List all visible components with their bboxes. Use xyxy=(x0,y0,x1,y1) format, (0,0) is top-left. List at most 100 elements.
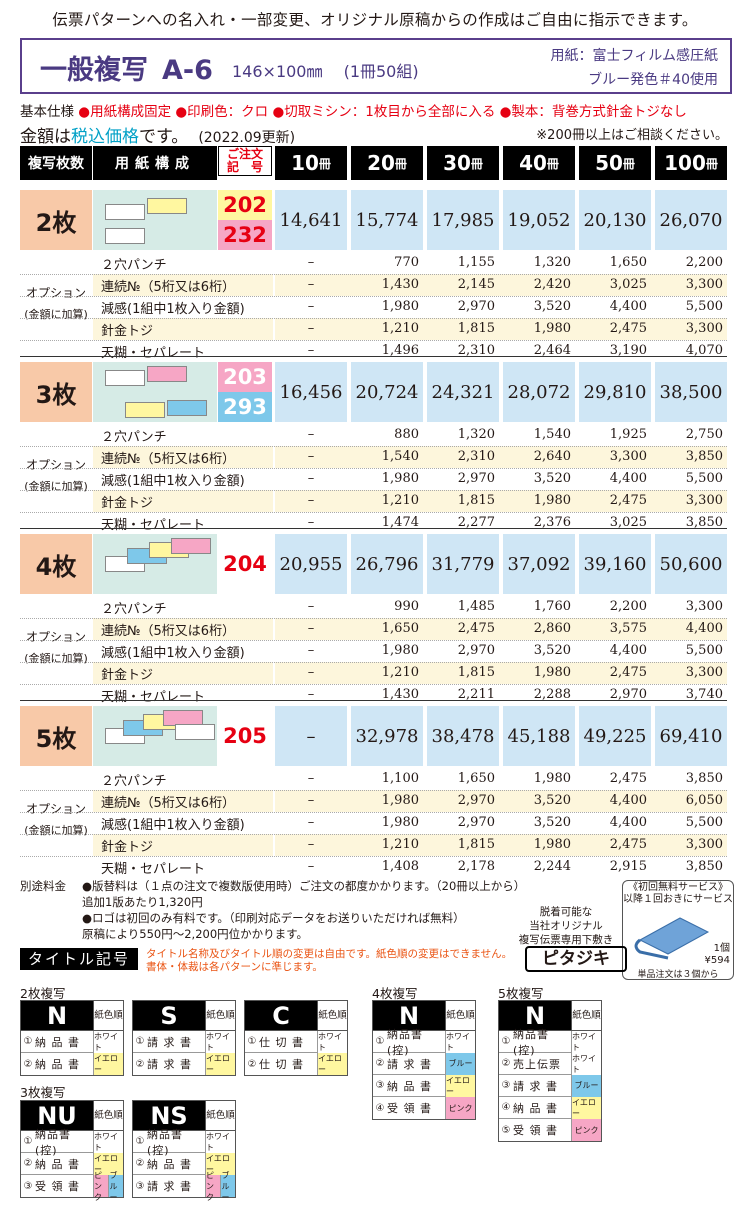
spec-item: ●印刷色：クロ xyxy=(175,104,269,120)
header-qty: 20 冊 xyxy=(351,146,423,180)
title-row-num: ③ xyxy=(501,1080,511,1091)
order-code: 232 xyxy=(218,220,272,250)
title-row-name: 納品書(控) xyxy=(387,1027,423,1057)
header-code-line1: ご注文 xyxy=(226,147,263,161)
option-row: – 1,980 2,970 3,520 4,400 5,500 xyxy=(275,468,727,490)
base-price: 24,321 xyxy=(427,362,499,422)
option-value: 2,475 xyxy=(457,621,495,636)
option-name: 減感(1組中1枚入り金額) xyxy=(101,817,245,833)
color-order-label: 紙色順 xyxy=(205,1101,235,1130)
header-qty-unit: 冊 xyxy=(318,156,331,171)
option-value: 3,520 xyxy=(533,299,571,314)
title-card: N 紙色順 ① 納品書(控) ホワイト ② 売上伝票 ホワイト ③ 請 求 書ブルー ④ 納 品 書イ… xyxy=(498,1000,602,1142)
option-value: 1,650 xyxy=(609,255,647,270)
option-value: 2,420 xyxy=(533,277,571,292)
option-label: オプション (金額に加算) xyxy=(20,626,92,670)
title-card: C 紙色順 ① 仕 切 書ホワイト ② 仕 切 書イエロー xyxy=(244,1000,348,1076)
option-row: – 1,210 1,815 1,980 2,475 3,300 xyxy=(275,490,727,512)
option-value: – xyxy=(307,321,315,336)
option-value: 2,475 xyxy=(609,837,647,852)
header-qty-num: 40 xyxy=(519,151,547,175)
option-name: 針金トジ xyxy=(93,662,273,684)
order-code: 205 xyxy=(218,721,272,751)
option-value: 3,025 xyxy=(609,515,647,530)
option-label-line2: (金額に加算) xyxy=(24,824,88,837)
header-code-line2: 記 号 xyxy=(226,160,263,174)
row-divider xyxy=(20,318,727,319)
option-value: 5,500 xyxy=(685,299,723,314)
title-card-head: N 紙色順 xyxy=(373,1001,475,1031)
price-heading: 金額は税込価格です。 (2022.09更新) xyxy=(20,122,295,147)
title-row-name: 受 領 書 xyxy=(387,1102,432,1115)
order-code: 204 xyxy=(218,549,272,579)
title-row-name: 仕 切 書 xyxy=(259,1058,304,1071)
base-price: 45,188 xyxy=(503,706,575,766)
row-divider xyxy=(20,856,727,857)
header-qty-num: 10 xyxy=(291,151,319,175)
title-letter: N xyxy=(21,1001,93,1030)
paper-color: イエロー xyxy=(205,1053,235,1075)
title-row-num: ① xyxy=(135,1136,145,1147)
option-value: 2,475 xyxy=(609,665,647,680)
option-value: – xyxy=(307,793,315,808)
option-value: 4,070 xyxy=(685,343,723,358)
option-value: 1,408 xyxy=(381,859,419,874)
option-value: – xyxy=(307,255,315,270)
option-value: 3,300 xyxy=(685,277,723,292)
title-row-name: 請 求 書 xyxy=(387,1057,432,1071)
option-value: – xyxy=(307,449,315,464)
header-composition: 用紙構成 xyxy=(93,146,217,180)
desc-line3: 複写伝票専用下敷き xyxy=(518,934,614,946)
extra-fee-line3: ●ロゴは初回のみ有料です。（印刷対応データをお送りいただければ無料） xyxy=(82,911,465,925)
option-row: – 770 1,155 1,320 1,650 2,200 xyxy=(275,252,727,274)
paper-color: ピンク ブルー xyxy=(93,1171,123,1202)
base-price: 20,130 xyxy=(579,190,651,250)
option-value: 1,540 xyxy=(381,449,419,464)
option-value: 2,200 xyxy=(609,599,647,614)
paper-color: ブルー xyxy=(445,1052,475,1075)
color-order-label: 紙色順 xyxy=(571,1001,601,1030)
option-value: 2,640 xyxy=(533,449,571,464)
price-accent: 税込価格 xyxy=(71,127,139,147)
title-row-name: 受 領 書 xyxy=(513,1124,558,1137)
option-label-line2: (金額に加算) xyxy=(24,480,88,493)
order-code-cell: 204 xyxy=(218,534,272,594)
option-label: オプション (金額に加算) xyxy=(20,798,92,842)
option-value: 1,650 xyxy=(381,621,419,636)
order-code-cell: 202 232 xyxy=(218,190,272,250)
title-card-head: N 紙色順 xyxy=(499,1001,601,1031)
row-divider xyxy=(20,662,727,663)
option-name: 減感(1組中1枚入り金額) xyxy=(101,301,245,317)
paper-line-1: 用紙：富士フィルム感圧紙 xyxy=(550,48,718,64)
title-row-num: ② xyxy=(23,1058,33,1070)
paper-color: ホワイト xyxy=(205,1130,235,1153)
page-title: 一般複写 A-6 xyxy=(40,48,213,87)
option-value: 2,475 xyxy=(609,493,647,508)
option-value: – xyxy=(307,665,315,680)
option-value: – xyxy=(307,687,315,702)
option-row: – 1,210 1,815 1,980 2,475 3,300 xyxy=(275,662,727,684)
option-value: 2,145 xyxy=(457,277,495,292)
option-value: 3,850 xyxy=(685,859,723,874)
paper-composition-thumbnail xyxy=(93,534,217,594)
title-note-line2: 書体・体裁は各パターンに準じます。 xyxy=(146,961,323,973)
option-value: 2,475 xyxy=(609,771,647,786)
paper-color-a: ピンク xyxy=(94,1171,109,1202)
option-value: – xyxy=(307,299,315,314)
paper-color: ホワイト xyxy=(205,1030,235,1053)
paper-color: ピンク ブルー xyxy=(205,1171,235,1202)
section-divider xyxy=(20,528,727,529)
option-value: 1,496 xyxy=(381,343,419,358)
base-price: 38,478 xyxy=(427,706,499,766)
option-label: オプション (金額に加算) xyxy=(20,282,92,326)
option-value: 2,860 xyxy=(533,621,571,636)
title-row-name: 納 品 書 xyxy=(147,1157,192,1171)
header-qty-unit: 冊 xyxy=(394,156,407,171)
paper-color: ホワイト xyxy=(93,1130,123,1153)
title-row-num: ① xyxy=(375,1036,385,1047)
